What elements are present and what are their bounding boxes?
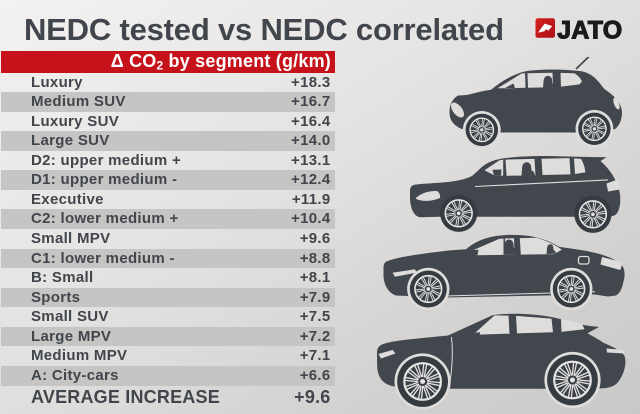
svg-text:JATO: JATO [557,18,622,42]
